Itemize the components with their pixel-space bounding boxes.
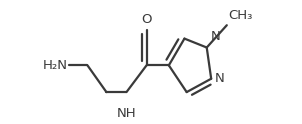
Text: H₂N: H₂N <box>42 59 67 72</box>
Text: N: N <box>211 31 220 44</box>
Text: O: O <box>141 13 152 26</box>
Text: CH₃: CH₃ <box>229 9 253 22</box>
Text: NH: NH <box>117 107 136 120</box>
Text: N: N <box>215 72 225 85</box>
